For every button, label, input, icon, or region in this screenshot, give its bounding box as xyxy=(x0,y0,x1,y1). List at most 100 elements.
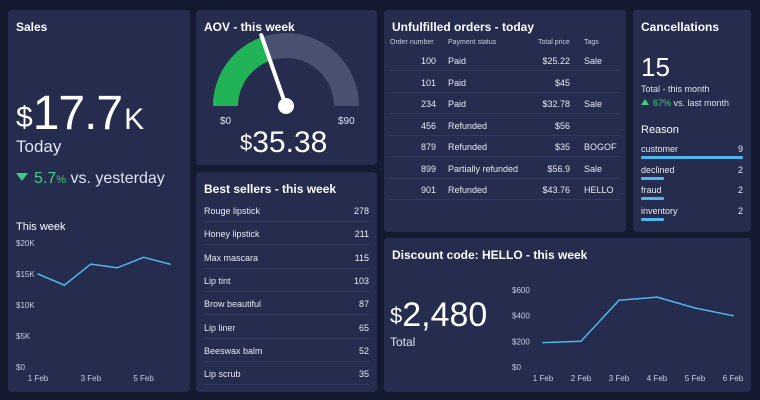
reason-count: 2 xyxy=(737,205,743,216)
sales-chart-x-tick-label: 1 Feb xyxy=(28,374,49,383)
sales-title: Sales xyxy=(16,20,48,34)
payment-status: Paid xyxy=(448,77,467,88)
discount-chart-data-point xyxy=(542,341,544,344)
total-price: $43.76 xyxy=(542,185,570,195)
total-price: $45 xyxy=(554,77,570,88)
discount-chart-x-tick-label: 3 Feb xyxy=(609,374,630,383)
cancellations-panel: Cancellations 15 Total - this month 67% … xyxy=(633,10,751,232)
header-total-price: Total price xyxy=(538,39,570,46)
aov-title: AOV - this week xyxy=(204,20,295,34)
sales-change-value: 5.7 xyxy=(34,170,57,187)
order-number: 100 xyxy=(420,56,436,66)
table-row: 101 Paid $45 xyxy=(390,72,620,93)
sales-change-text: vs. yesterday xyxy=(70,170,165,187)
reason-bar xyxy=(641,217,664,221)
discount-chart-y-tick-label: $0 xyxy=(512,363,521,372)
order-tags: Sale xyxy=(584,56,603,66)
discount-panel: Discount code: HELLO - this week $2,480 … xyxy=(384,238,751,392)
reason-name: customer xyxy=(641,144,679,154)
sales-period: Today xyxy=(16,137,62,156)
table-row: 901 Refunded $43.76 HELLO xyxy=(390,179,620,200)
sales-chart-series-line xyxy=(37,256,171,286)
discount-week-chart: $600 $400 $200 $0 1 Feb 2 Feb 3 Feb 4 Feb 5 Feb 6… xyxy=(512,286,744,383)
payment-status: Paid xyxy=(448,56,467,66)
discount-total-label: Total xyxy=(390,335,416,349)
best-seller-name: Beeswax balm xyxy=(204,345,263,356)
sales-value: $17.7K xyxy=(16,86,144,141)
discount-currency: $ xyxy=(390,303,403,328)
best-seller-count: 211 xyxy=(354,229,369,240)
gauge-fill xyxy=(213,37,271,106)
discount-chart-data-point xyxy=(618,299,620,302)
discount-chart-data-point xyxy=(694,307,696,309)
sales-week-title: This week xyxy=(16,221,66,233)
best-sellers-title: Best sellers - this week xyxy=(204,182,337,196)
order-number: 101 xyxy=(420,77,436,88)
gauge-min-label: $0 xyxy=(220,116,232,127)
sales-chart-y-tick-label: $0 xyxy=(16,363,25,372)
payment-status: Refunded xyxy=(448,185,488,195)
best-seller-name: Brow beautiful xyxy=(204,299,262,310)
best-seller-name: Rouge lipstick xyxy=(204,206,261,216)
aov-amount: 35.38 xyxy=(252,126,328,159)
best-seller-count: 103 xyxy=(353,275,369,286)
orders-panel: Unfulfilled orders - today Order number … xyxy=(384,10,626,232)
sales-chart-data-point xyxy=(90,263,92,265)
table-row: 100 Paid $25.22 Sale xyxy=(390,50,620,71)
discount-chart-x-tick-label: 4 Feb xyxy=(647,374,668,383)
best-seller-name: Honey lipstick xyxy=(204,229,260,240)
best-seller-row: Lip liner 65 xyxy=(204,316,369,339)
sales-panel: Sales $17.7K Today 5.7% vs. yesterday Th… xyxy=(8,10,190,392)
down-arrow-icon xyxy=(16,173,28,181)
cancellations-change-value: 67 xyxy=(653,98,664,108)
sales-change-unit: % xyxy=(56,174,67,186)
discount-chart-y-tick-label: $200 xyxy=(512,337,530,346)
reason-title: Reason xyxy=(641,124,679,136)
best-seller-row: Max mascara 115 xyxy=(204,246,369,269)
best-seller-row: Honey lipstick 211 xyxy=(204,222,369,246)
discount-chart-y-tick-label: $600 xyxy=(512,286,530,295)
sales-chart-x-tick-label: 5 Feb xyxy=(133,374,154,383)
table-row: 234 Paid $32.78 Sale xyxy=(390,93,620,114)
cancellations-change: 67% vs. last month xyxy=(641,98,729,108)
cancellations-total-label: Total - this month xyxy=(641,84,710,94)
reason-count: 2 xyxy=(737,164,743,175)
header-tags: Tags xyxy=(584,39,599,46)
cancellations-change-text: vs. last month xyxy=(673,98,730,108)
aov-value: $35.38 xyxy=(240,126,327,160)
discount-chart-data-point xyxy=(580,340,582,343)
reason-count: 2 xyxy=(737,185,743,195)
sales-week-chart: $20K $15K $10K $5K $01 Feb 3 Feb 5 Feb xyxy=(16,239,171,383)
order-tags: HELLO xyxy=(584,185,614,195)
discount-chart-data-point xyxy=(732,314,734,317)
best-seller-name: Lip liner xyxy=(204,322,236,333)
order-tags: Sale xyxy=(584,163,603,174)
sales-chart-data-point xyxy=(142,256,145,259)
discount-value: $2,480 xyxy=(390,296,487,335)
discount-chart-x-tick-label: 6 Feb xyxy=(723,374,744,383)
cancellations-value: 15 xyxy=(641,52,670,82)
best-seller-count: 52 xyxy=(358,345,369,356)
sales-suffix: K xyxy=(124,103,145,136)
best-seller-count: 87 xyxy=(358,299,369,310)
discount-title: Discount code: HELLO - this week xyxy=(392,248,588,262)
table-row: 899 Partially refunded $56.9 Sale xyxy=(390,158,620,179)
sales-chart-data-point xyxy=(37,273,39,275)
total-price: $56 xyxy=(554,120,570,131)
best-seller-row: Lip scrub 35 xyxy=(204,362,369,386)
best-seller-name: Lip tint xyxy=(204,275,231,286)
gauge-max-label: $90 xyxy=(338,116,355,127)
sales-chart-y-tick-label: $5K xyxy=(16,332,31,341)
sales-chart-y-tick-label: $20K xyxy=(16,239,35,248)
best-seller-row: Lip tint 103 xyxy=(204,269,369,292)
sales-amount: 17.7 xyxy=(32,87,123,140)
total-price: $56.9 xyxy=(547,163,570,174)
up-arrow-icon xyxy=(641,99,649,105)
sales-chart-x-tick-label: 3 Feb xyxy=(81,374,102,383)
best-seller-count: 115 xyxy=(354,252,369,263)
sales-chart-data-point xyxy=(169,263,171,265)
reason-row: declined 2 xyxy=(641,165,743,185)
order-number: 879 xyxy=(420,142,436,152)
sales-change: 5.7% vs. yesterday xyxy=(16,170,165,188)
header-payment-status: Payment status xyxy=(448,39,497,46)
